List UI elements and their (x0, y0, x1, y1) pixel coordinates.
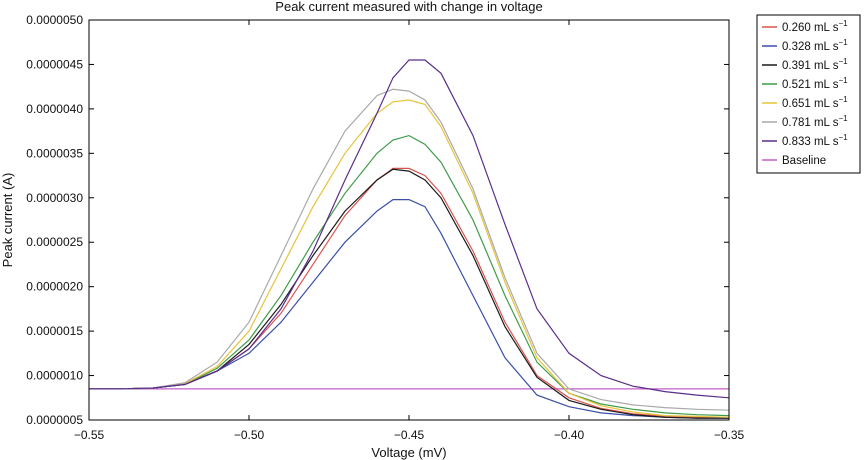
legend-label: 0.521 mL s−1 (782, 76, 848, 91)
series-line-4 (89, 99, 729, 418)
legend-label: 0.781 mL s−1 (782, 114, 848, 129)
y-tick-label: 0.0000020 (26, 280, 83, 294)
y-axis: 0.0000005 0.0000010 0.0000015 0.0000020 0.00… (26, 13, 729, 427)
y-tick-label: 0.0000005 (26, 413, 83, 427)
series-line-6 (89, 59, 729, 399)
legend-box (756, 14, 861, 174)
legend-label: 0.328 mL s−1 (782, 38, 848, 53)
y-tick-label: 0.0000045 (26, 57, 83, 71)
x-axis-label: Voltage (mV) (371, 445, 446, 460)
legend: 0.260 mL s−1 0.328 mL s−1 0.391 mL s−1 0.52… (756, 14, 861, 174)
legend-label: 0.833 mL s−1 (782, 133, 848, 148)
y-axis-label: Peak current (A) (0, 173, 15, 268)
y-tick-label: 0.0000025 (26, 235, 83, 249)
y-tick-label: 0.0000010 (26, 369, 83, 383)
series-line-3 (89, 134, 729, 417)
y-tick-label: 0.0000040 (26, 102, 83, 116)
legend-label: 0.260 mL s−1 (782, 19, 848, 34)
y-tick-label: 0.0000050 (26, 13, 83, 27)
series-line-0 (89, 167, 729, 419)
series-line-1 (89, 199, 729, 419)
chart-title: Peak current measured with change in vol… (275, 0, 542, 14)
legend-label: 0.391 mL s−1 (782, 57, 848, 72)
legend-label: 0.651 mL s−1 (782, 95, 848, 110)
y-tick-label: 0.0000015 (26, 324, 83, 338)
y-tick-label: 0.0000035 (26, 146, 83, 160)
legend-label: Baseline (782, 155, 826, 167)
x-tick-label: −0.40 (554, 428, 585, 442)
x-tick-label: −0.45 (394, 428, 425, 442)
series-line-2 (89, 168, 729, 419)
x-tick-label: −0.50 (234, 428, 265, 442)
plot-frame (88, 19, 730, 421)
x-axis: −0.55 −0.50 −0.45 −0.40 −0.35 (74, 20, 745, 442)
x-tick-label: −0.35 (714, 428, 745, 442)
x-tick-label: −0.55 (74, 428, 105, 442)
series-layer (89, 59, 729, 419)
y-tick-label: 0.0000030 (26, 191, 83, 205)
series-line-5 (89, 88, 729, 411)
